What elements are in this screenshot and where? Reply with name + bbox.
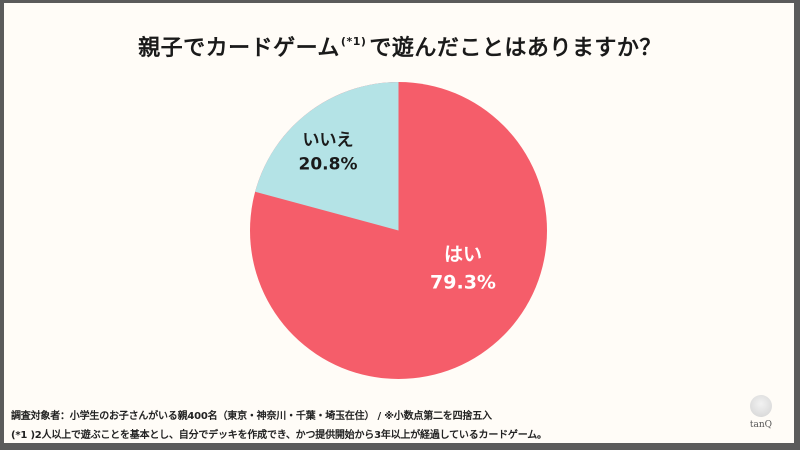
slice-no-value: 20.8% [298, 154, 358, 175]
survey-note: 調査対象者：小学生のお子さんがいる親400名（東京・神奈川・千葉・埼玉在住） /… [11, 411, 492, 422]
brand-logo: tanQ [744, 395, 778, 430]
slice-label-yes: はい 79.3% [430, 243, 496, 294]
pie-slice-no [255, 82, 399, 231]
slice-yes-name: はい [443, 243, 483, 266]
title-rest: で遊んだことはありますか？ [369, 36, 662, 61]
slice-no-name: いいえ [302, 130, 354, 151]
card-game-definition-note: (*1 )2人以上で遊ぶことを基本とし、自分でデッキを作成でき、かつ提供開始から… [11, 430, 547, 441]
chart-title: 親子でカードゲーム(*1) で遊んだことはありますか？ [0, 30, 800, 62]
logo-icon [750, 395, 772, 417]
title-main: 親子でカードゲーム [138, 36, 340, 61]
slice-label-no: いいえ 20.8% [298, 130, 358, 175]
title-footnote-mark: (*1) [340, 35, 367, 48]
logo-text: tanQ [749, 420, 773, 430]
slice-yes-value: 79.3% [430, 271, 496, 294]
